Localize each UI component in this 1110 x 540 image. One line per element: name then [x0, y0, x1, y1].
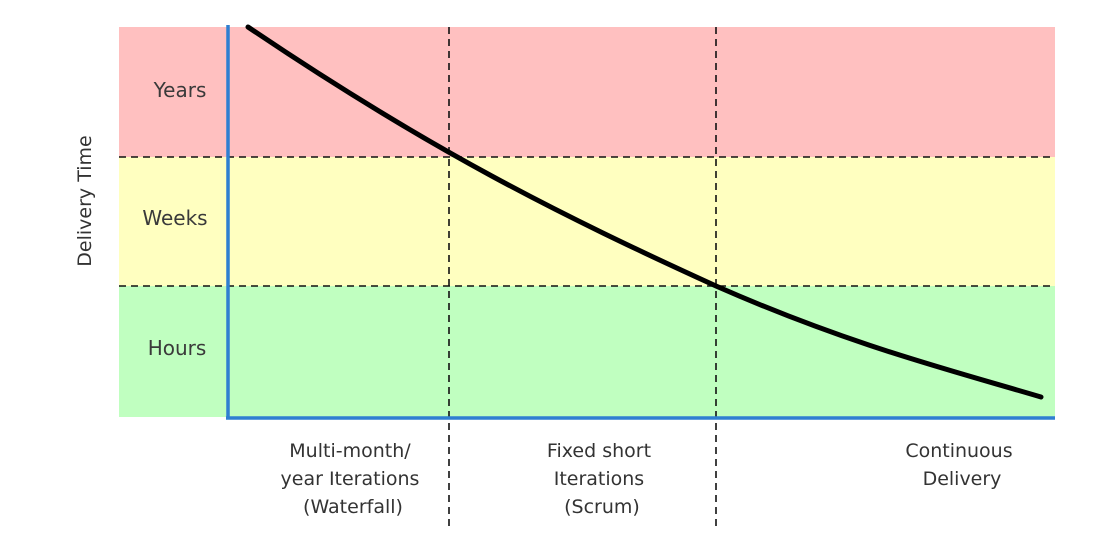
category-label-waterfall-line-2: year Iterations [281, 468, 420, 490]
band-label-years: Years [153, 78, 207, 102]
band-years [119, 27, 1055, 157]
category-label-continuous: Continuous Delivery [905, 440, 1018, 490]
category-label-waterfall: Multi-month/ year Iterations (Waterfall) [281, 440, 426, 518]
category-label-continuous-line-2: Delivery [923, 468, 1002, 490]
category-label-scrum: Fixed short Iterations (Scrum) [547, 440, 657, 518]
category-label-continuous-line-1: Continuous [905, 440, 1012, 462]
category-label-scrum-line-2: Iterations [554, 468, 645, 490]
band-label-hours: Hours [148, 336, 207, 360]
category-label-waterfall-line-3: (Waterfall) [303, 496, 403, 518]
band-weeks [119, 157, 1055, 286]
category-label-waterfall-line-1: Multi-month/ [289, 440, 411, 462]
band-label-weeks: Weeks [142, 206, 207, 230]
band-hours [119, 286, 1055, 417]
category-label-scrum-line-3: (Scrum) [564, 496, 640, 518]
y-axis-title: Delivery Time [74, 135, 96, 266]
delivery-time-curve [245, 24, 1044, 400]
category-label-scrum-line-1: Fixed short [547, 440, 651, 462]
